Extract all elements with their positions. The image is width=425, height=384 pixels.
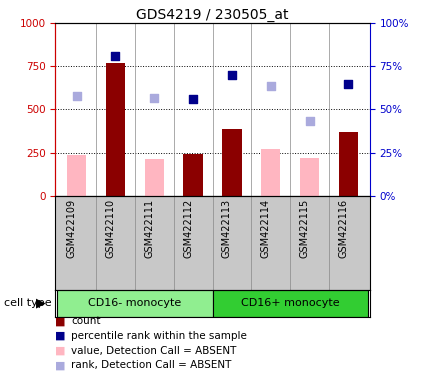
- Text: value, Detection Call = ABSENT: value, Detection Call = ABSENT: [71, 346, 237, 356]
- Point: [267, 83, 274, 89]
- Point: [229, 72, 235, 78]
- Text: GSM422112: GSM422112: [183, 199, 193, 258]
- Bar: [222, 129, 242, 196]
- Text: percentile rank within the sample: percentile rank within the sample: [71, 331, 247, 341]
- Text: ■: ■: [55, 360, 66, 370]
- Text: count: count: [71, 316, 101, 326]
- Point: [112, 53, 119, 59]
- Text: ■: ■: [55, 316, 66, 326]
- Text: cell type: cell type: [4, 298, 52, 308]
- Text: rank, Detection Call = ABSENT: rank, Detection Call = ABSENT: [71, 360, 232, 370]
- Text: GSM422109: GSM422109: [67, 199, 76, 258]
- Point: [73, 93, 80, 99]
- Text: ▶: ▶: [36, 297, 46, 310]
- Bar: [57, 290, 212, 317]
- Text: GSM422110: GSM422110: [105, 199, 116, 258]
- Point: [306, 118, 313, 124]
- Bar: [261, 149, 280, 196]
- Bar: [144, 159, 164, 196]
- Bar: [339, 132, 358, 196]
- Text: CD16+ monocyte: CD16+ monocyte: [241, 298, 340, 308]
- Text: GSM422113: GSM422113: [222, 199, 232, 258]
- Text: ■: ■: [55, 346, 66, 356]
- Text: GSM422111: GSM422111: [144, 199, 154, 258]
- Point: [190, 96, 196, 102]
- Bar: [67, 155, 86, 196]
- Bar: [212, 290, 368, 317]
- Text: GSM422115: GSM422115: [300, 199, 309, 258]
- Text: CD16- monocyte: CD16- monocyte: [88, 298, 181, 308]
- Text: ■: ■: [55, 331, 66, 341]
- Text: GSM422114: GSM422114: [261, 199, 271, 258]
- Bar: [106, 63, 125, 196]
- Text: GSM422116: GSM422116: [338, 199, 348, 258]
- Point: [151, 95, 158, 101]
- Bar: [300, 158, 319, 196]
- Point: [345, 81, 352, 87]
- Title: GDS4219 / 230505_at: GDS4219 / 230505_at: [136, 8, 289, 22]
- Bar: [183, 154, 203, 196]
